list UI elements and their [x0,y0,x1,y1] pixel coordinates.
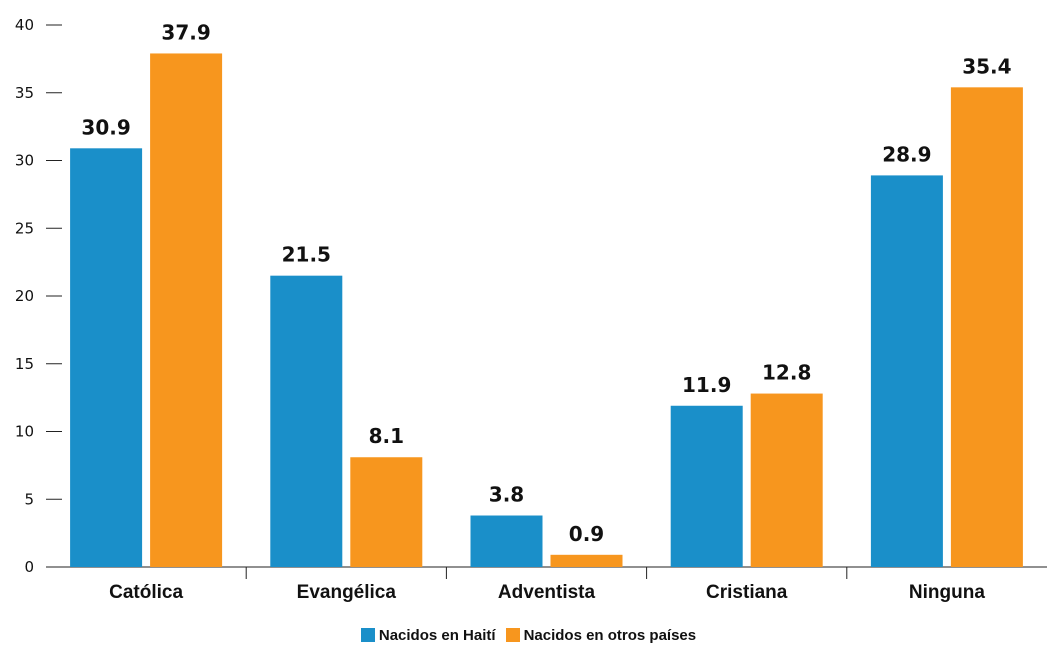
bar-haiti [470,515,543,567]
legend-item-haiti: Nacidos en Haití [360,626,496,644]
y-tick-label: 10 [15,423,34,441]
bar-haiti [870,175,943,567]
data-label: 12.8 [762,361,811,385]
data-label: 21.5 [282,243,331,267]
category-label: Evangélica [297,582,397,603]
data-label: 0.9 [569,522,604,546]
data-label: 11.9 [682,373,731,397]
y-tick-label: 40 [15,16,34,34]
y-tick-label: 35 [15,84,34,102]
y-tick-label: 0 [24,558,34,576]
category-label: Ninguna [909,582,985,603]
bar-haiti [270,275,343,567]
x-axis [46,566,1047,579]
y-axis: 0 5 10 15 20 25 30 35 40 [15,16,62,576]
data-label: 8.1 [369,424,404,448]
legend-label-haiti: Nacidos en Haití [378,626,496,644]
value-labels: 30.9 37.9 21.5 8.1 3.8 0.9 11.9 12.8 28.9 35.4 [81,20,1011,545]
bar-haiti [670,405,743,567]
y-tick-label: 5 [24,490,34,508]
bar-otros [550,554,623,567]
category-label: Adventista [498,582,596,603]
data-label: 28.9 [882,142,931,166]
bars [70,53,1023,567]
y-tick-label: 20 [15,287,34,305]
legend-item-otros: Nacidos en otros países [505,626,697,644]
bar-chart: 0 5 10 15 20 25 30 35 40 30.9 37.9 21.5 8.1 3.8 0.9 11… [15,16,1047,603]
bar-otros [950,87,1023,567]
bar-otros [150,53,223,567]
legend-swatch-otros [505,628,520,642]
bar-otros [350,457,423,567]
bar-otros [750,393,823,567]
legend: Nacidos en Haití Nacidos en otros países [0,625,1057,645]
category-labels: Católica Evangélica Adventista Cristiana Nin… [109,582,985,603]
y-tick-label: 15 [15,355,34,373]
legend-label-otros: Nacidos en otros países [523,626,697,644]
legend-swatch-haiti [360,628,375,642]
bar-haiti [70,148,143,567]
y-tick-label: 30 [15,152,34,170]
data-label: 30.9 [81,115,130,139]
y-tick-label: 25 [15,219,34,237]
data-label: 3.8 [489,483,524,507]
category-label: Cristiana [706,582,788,603]
data-label: 35.4 [962,54,1011,78]
category-label: Católica [109,582,183,603]
data-label: 37.9 [161,20,210,44]
